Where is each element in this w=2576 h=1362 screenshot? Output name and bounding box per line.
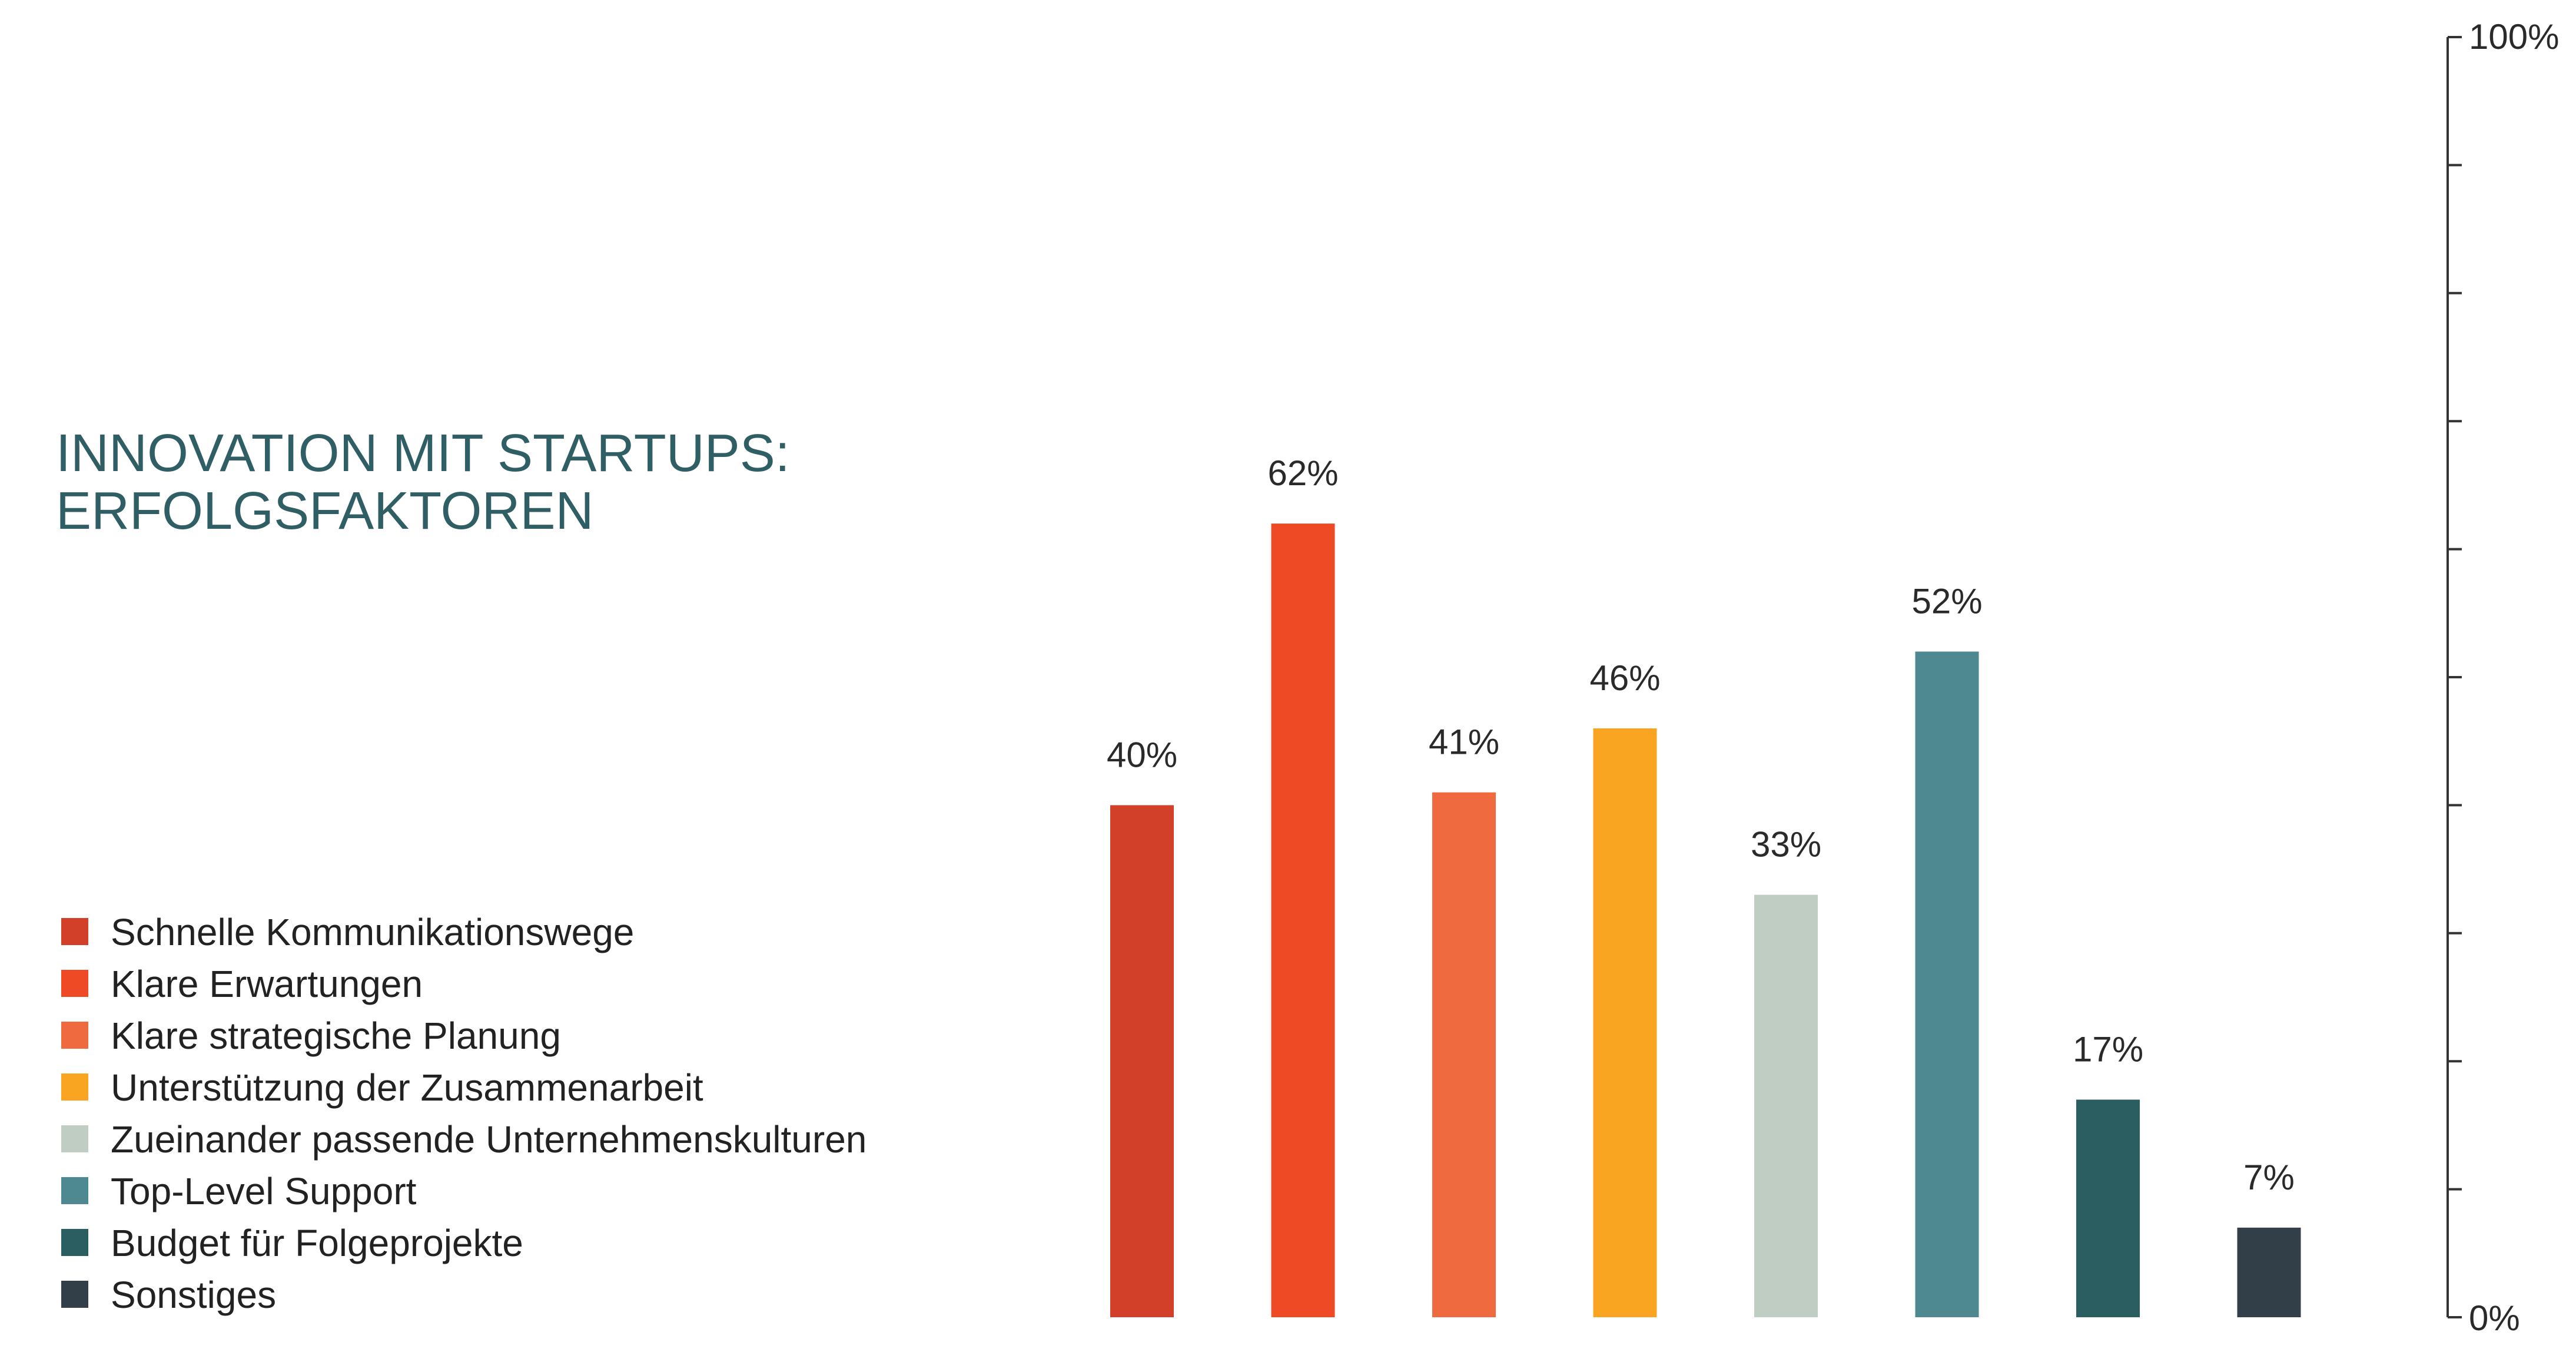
chart-title-line-2: ERFOLGSFAKTOREN — [56, 482, 594, 541]
legend-swatch-3 — [61, 1022, 88, 1049]
bar-5 — [1754, 894, 1818, 1317]
y-axis-label-max: 100% — [2469, 17, 2559, 57]
legend-item: Unterstützung der Zusammenarbeit — [61, 1066, 703, 1109]
bar-value-label-3: 41% — [1429, 723, 1499, 762]
value-labels: 40% 62% 41% 46% 33% 52% 17% 7% — [1107, 453, 2295, 1197]
bar-8 — [2237, 1227, 2301, 1317]
bar-6 — [1915, 651, 1979, 1317]
bar-value-label-6: 52% — [1911, 582, 1982, 621]
legend-item: Budget für Folgeprojekte — [61, 1222, 523, 1264]
bar-value-label-2: 62% — [1267, 453, 1338, 493]
legend-label-5: Zueinander passende Unternehmenskulturen — [111, 1118, 867, 1161]
legend-label-3: Klare strategische Planung — [111, 1015, 561, 1057]
bar-value-label-1: 40% — [1107, 735, 1177, 774]
y-axis-label-min: 0% — [2469, 1298, 2520, 1338]
chart-title-line-1: INNOVATION MIT STARTUPS: — [56, 424, 790, 483]
bar-7 — [2076, 1099, 2140, 1317]
legend-item: Zueinander passende Unternehmenskulturen — [61, 1118, 867, 1161]
legend-swatch-4 — [61, 1073, 88, 1101]
legend-item: Klare Erwartungen — [61, 963, 423, 1005]
legend-swatch-6 — [61, 1177, 88, 1204]
legend-swatch-7 — [61, 1229, 88, 1256]
legend-label-8: Sonstiges — [111, 1274, 276, 1316]
bar-value-label-5: 33% — [1751, 825, 1821, 864]
legend-item: Klare strategische Planung — [61, 1015, 561, 1057]
bar-4 — [1593, 728, 1657, 1317]
legend-label-7: Budget für Folgeprojekte — [111, 1222, 523, 1264]
bar-3 — [1432, 792, 1496, 1317]
bar-2 — [1271, 523, 1335, 1317]
legend-swatch-8 — [61, 1281, 88, 1308]
legend-label-4: Unterstützung der Zusammenarbeit — [111, 1066, 703, 1109]
bar-value-label-4: 46% — [1589, 658, 1660, 698]
legend-item: Schnelle Kommunikationswege — [61, 911, 634, 953]
legend-swatch-2 — [61, 970, 88, 997]
legend-label-2: Klare Erwartungen — [111, 963, 423, 1005]
bar-value-label-8: 7% — [2243, 1158, 2295, 1197]
bar-1 — [1110, 805, 1174, 1317]
legend-item: Top-Level Support — [61, 1170, 417, 1212]
bar-value-label-7: 17% — [2073, 1029, 2143, 1069]
legend-swatch-5 — [61, 1125, 88, 1152]
bars — [1110, 523, 2301, 1317]
legend-item: Sonstiges — [61, 1274, 276, 1316]
legend-label-1: Schnelle Kommunikationswege — [111, 911, 634, 953]
legend: Schnelle Kommunikationswege Klare Erwartu… — [61, 911, 867, 1316]
legend-swatch-1 — [61, 918, 88, 945]
legend-label-6: Top-Level Support — [111, 1170, 417, 1212]
y-axis: 100% 0% — [2446, 17, 2559, 1338]
